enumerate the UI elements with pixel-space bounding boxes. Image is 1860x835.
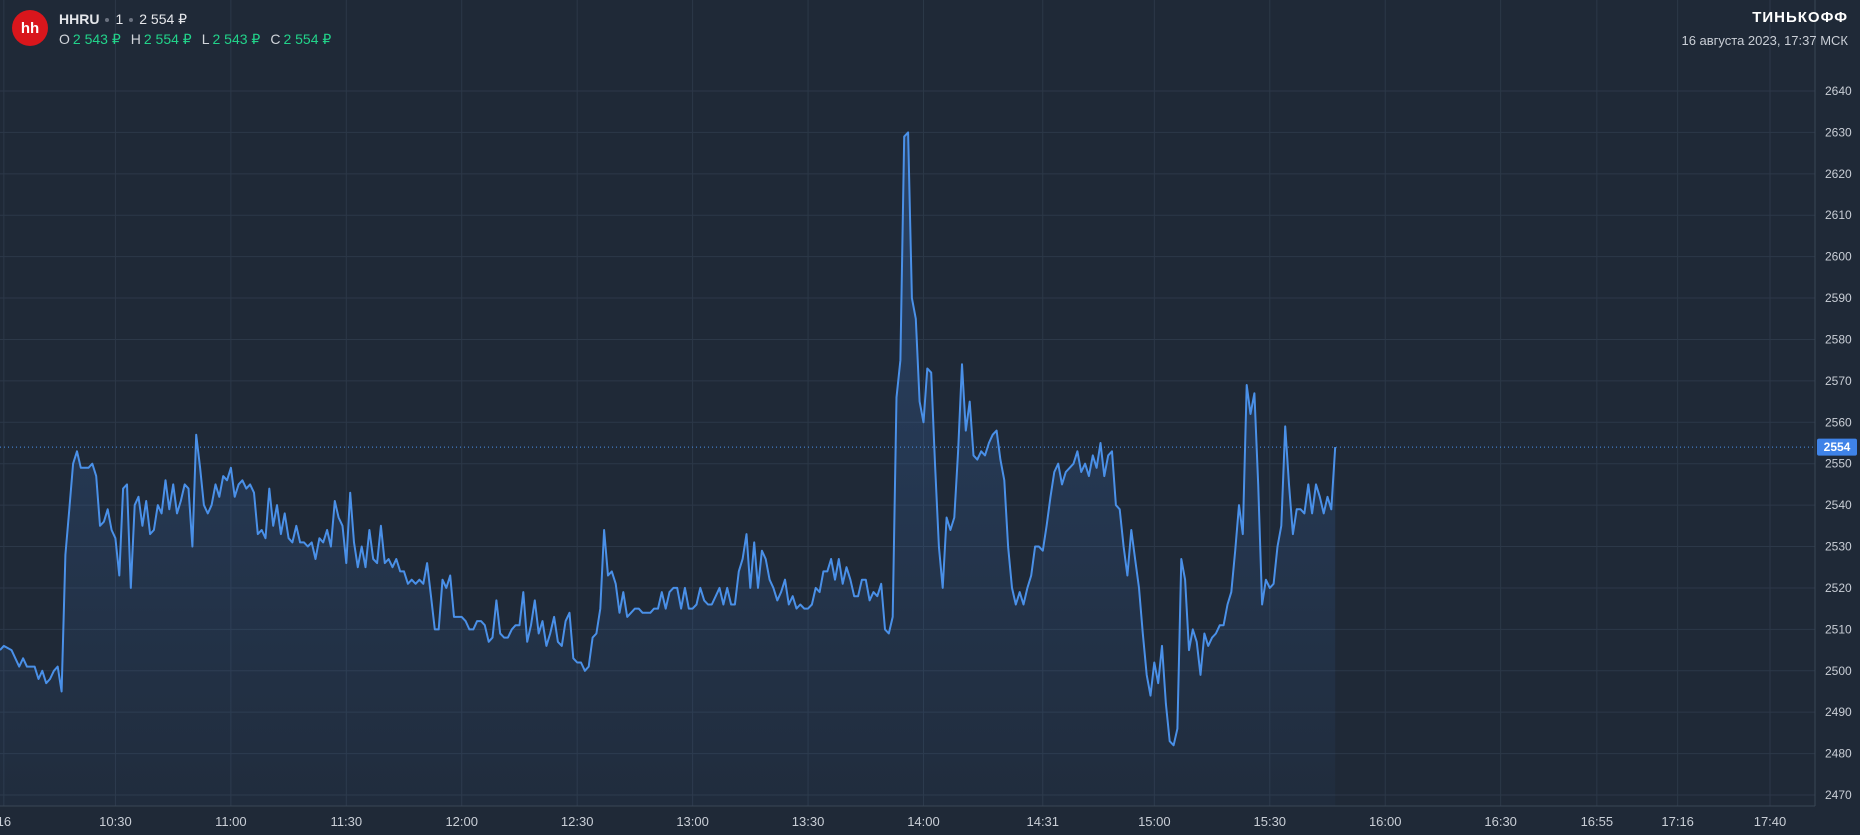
x-tick-label: 15:00 xyxy=(1138,814,1171,829)
brand-logo: ТИНЬКОФФ xyxy=(1752,9,1848,26)
price-line xyxy=(0,131,1337,747)
y-tick-label: 2490 xyxy=(1825,705,1852,719)
x-tick-label: 11:00 xyxy=(215,814,247,829)
x-tick-label: 17:40 xyxy=(1754,814,1787,829)
ohlc-close-value: 2 554 ₽ xyxy=(283,31,332,47)
ohlc-high-value: 2 554 ₽ xyxy=(143,31,192,47)
separator-dot-icon xyxy=(105,18,110,23)
x-tick-label: 16:55 xyxy=(1581,814,1614,829)
ohlc-open-key: O xyxy=(59,31,70,47)
ohlc-low-key: L xyxy=(201,31,210,47)
y-tick-label: 2570 xyxy=(1825,374,1852,388)
ticker-row: HHRU 1 2 554 ₽ xyxy=(59,11,341,27)
x-tick-label: 13:00 xyxy=(676,814,709,829)
y-axis[interactable]: 2470 2480 2490 2500 2510 2520 2530 2540 2550 2560… xyxy=(1825,84,1852,802)
price-area-fill xyxy=(0,132,1336,806)
interval-label[interactable]: 1 xyxy=(115,11,124,27)
separator-dot-icon xyxy=(129,18,134,23)
x-tick-label: 16:30 xyxy=(1484,814,1517,829)
x-tick-label: 14:31 xyxy=(1026,814,1059,829)
ohlc-open-value: 2 543 ₽ xyxy=(72,31,121,47)
y-tick-label: 2620 xyxy=(1825,167,1852,181)
current-price-label-text: 2554 xyxy=(1824,440,1851,454)
y-tick-label: 2580 xyxy=(1825,332,1852,346)
x-tick-label: 12:00 xyxy=(445,814,478,829)
y-tick-label: 2520 xyxy=(1825,581,1852,595)
ohlc-close-key: C xyxy=(270,31,281,47)
x-tick-label: 16 xyxy=(0,814,11,829)
y-tick-label: 2550 xyxy=(1825,457,1852,471)
x-tick-label: 11:30 xyxy=(331,814,363,829)
y-tick-label: 2530 xyxy=(1825,540,1852,554)
y-tick-label: 2540 xyxy=(1825,498,1852,512)
y-tick-label: 2610 xyxy=(1825,208,1852,222)
ohlc-low-value: 2 543 ₽ xyxy=(212,31,261,47)
x-tick-label: 10:30 xyxy=(99,814,132,829)
x-tick-label: 12:30 xyxy=(561,814,594,829)
y-tick-label: 2630 xyxy=(1825,125,1852,139)
x-tick-label: 14:00 xyxy=(907,814,940,829)
y-tick-label: 2640 xyxy=(1825,84,1852,98)
x-axis[interactable]: 16 10:30 11:00 11:30 12:00 12:30 13:00 13:30 14:… xyxy=(0,814,1786,829)
x-tick-label: 13:30 xyxy=(792,814,825,829)
chart-datetime: 16 августа 2023, 17:37 МСК xyxy=(1681,33,1848,48)
ohlc-high-key: H xyxy=(130,31,141,47)
last-price: 2 554 ₽ xyxy=(139,11,188,27)
y-tick-label: 2470 xyxy=(1825,788,1852,802)
y-tick-label: 2500 xyxy=(1825,664,1852,678)
y-tick-label: 2480 xyxy=(1825,747,1852,761)
x-tick-label: 16:00 xyxy=(1369,814,1402,829)
current-price-label: 2554 xyxy=(1817,438,1857,456)
hh-logo-icon: hh xyxy=(12,10,48,46)
x-tick-label: 17:16 xyxy=(1661,814,1694,829)
current-price-label-bg xyxy=(1817,438,1857,456)
x-tick-label: 15:30 xyxy=(1254,814,1287,829)
brand-header: ТИНЬКОФФ 16 августа 2023, 17:37 МСК xyxy=(1681,9,1848,48)
y-tick-label: 2510 xyxy=(1825,622,1852,636)
y-tick-label: 2600 xyxy=(1825,250,1852,264)
ticker-symbol: HHRU xyxy=(59,11,100,27)
y-tick-label: 2590 xyxy=(1825,291,1852,305)
y-tick-label: 2560 xyxy=(1825,415,1852,429)
